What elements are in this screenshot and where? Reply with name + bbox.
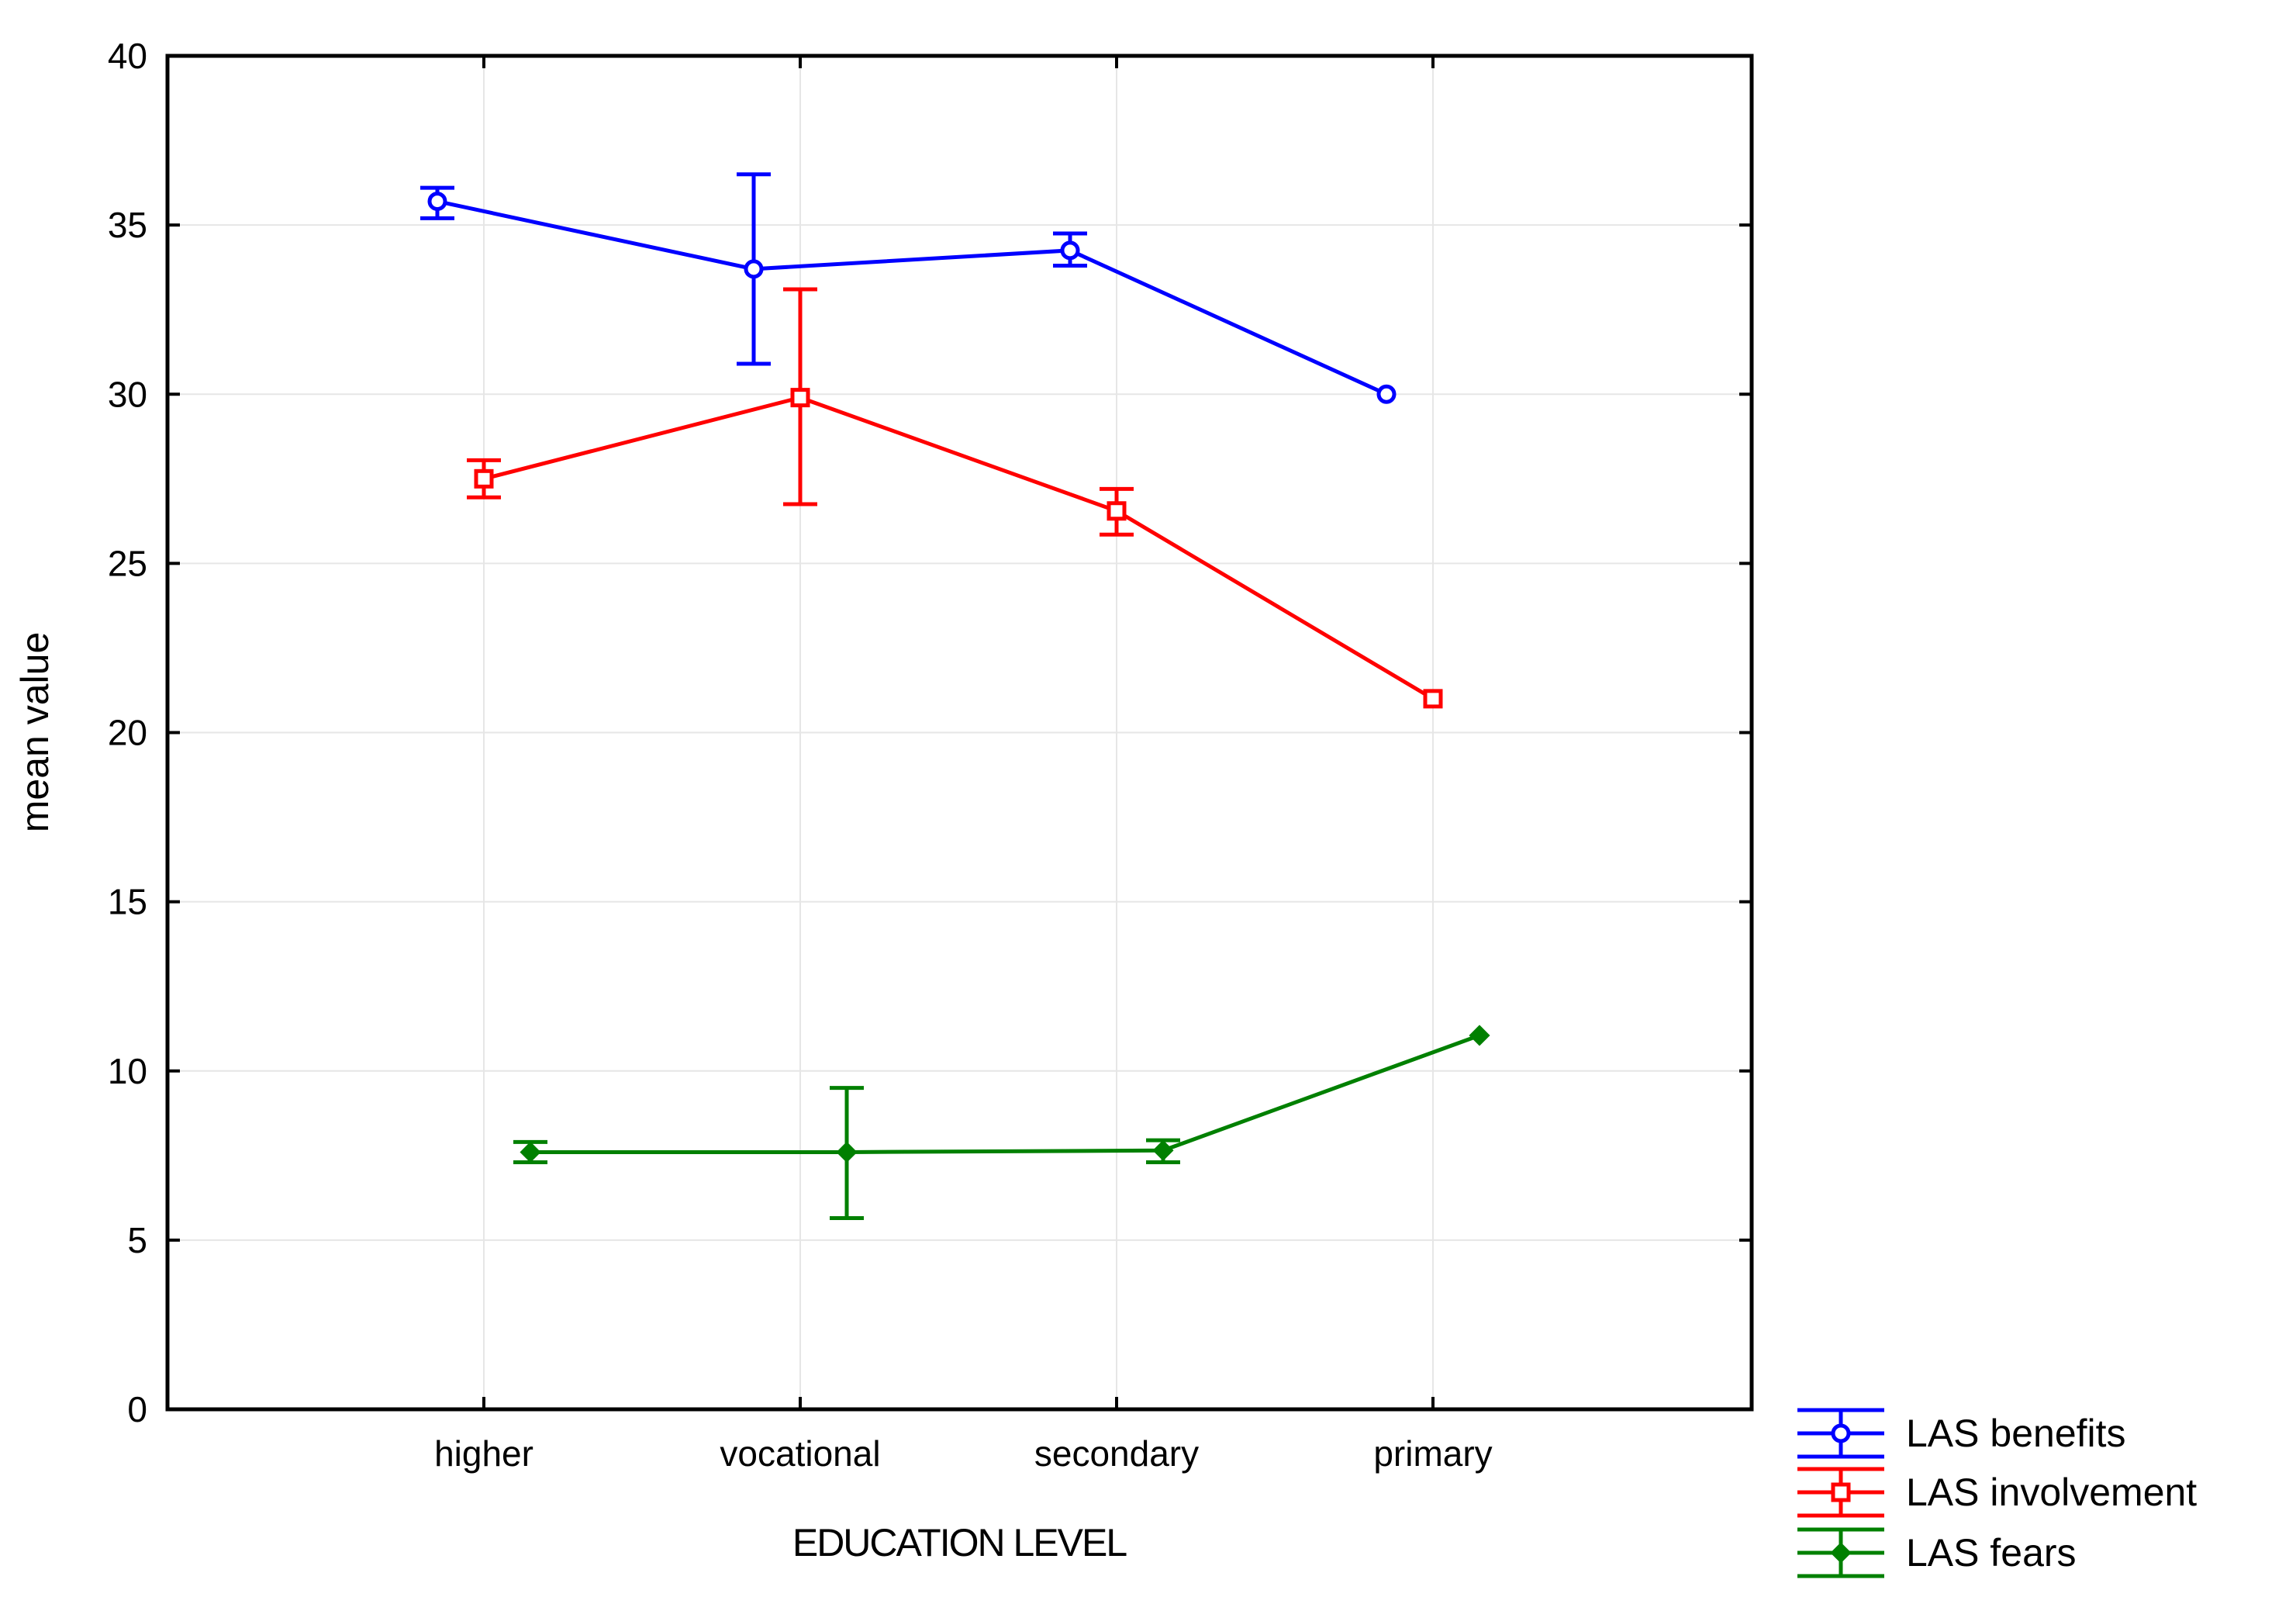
- y-tick-label: 25: [108, 543, 147, 583]
- grid: [167, 56, 1752, 1409]
- series-line: [483, 396, 1435, 701]
- legend-marker: [1831, 1423, 1851, 1443]
- y-tick-label: 20: [108, 713, 147, 753]
- legend: LAS benefits LAS involvement LAS fears: [1797, 1408, 2197, 1578]
- series-line: [437, 199, 1388, 396]
- y-axis-title: mean value: [13, 632, 57, 833]
- data-point: [1423, 689, 1443, 709]
- data-point: [790, 388, 810, 408]
- y-tick-label: 30: [108, 374, 147, 414]
- data-point: [1376, 384, 1397, 404]
- y-tick-label: 35: [108, 205, 147, 245]
- data-point: [520, 1141, 541, 1163]
- data-point: [1107, 501, 1127, 521]
- series-line: [530, 1033, 1480, 1154]
- x-tick-label: higher: [434, 1433, 533, 1474]
- data-point: [1060, 240, 1080, 261]
- data-point: [1469, 1025, 1490, 1046]
- series-las-benefits: [420, 172, 1397, 404]
- legend-label: LAS fears: [1906, 1531, 2077, 1575]
- y-tick-label: 15: [108, 882, 147, 922]
- x-axis-title: EDUCATION LEVEL: [792, 1521, 1127, 1564]
- data-point: [1152, 1139, 1174, 1161]
- y-tick-label: 5: [127, 1220, 147, 1260]
- series-las-fears: [513, 1025, 1490, 1221]
- data-point: [474, 468, 494, 489]
- x-tick-label: vocational: [720, 1433, 880, 1474]
- legend-marker: [1830, 1542, 1852, 1564]
- legend-item: LAS fears: [1797, 1527, 2077, 1578]
- data-point: [744, 259, 764, 279]
- x-tick-label: secondary: [1034, 1433, 1199, 1474]
- legend-marker: [1831, 1482, 1851, 1502]
- y-tick-label: 10: [108, 1051, 147, 1091]
- series-layer: [420, 172, 1490, 1221]
- y-tick-label: 0: [127, 1389, 147, 1429]
- data-point: [836, 1141, 858, 1163]
- legend-item: LAS involvement: [1797, 1467, 2197, 1518]
- y-tick-label: 40: [108, 36, 147, 76]
- x-tick-label: primary: [1373, 1433, 1492, 1474]
- axis-ticks: 0 5 10 15 20 25 30 35 40 higher vocational secondar…: [108, 36, 1752, 1474]
- legend-label: LAS benefits: [1906, 1412, 2126, 1455]
- data-point: [427, 192, 447, 212]
- series-las-involvement: [467, 287, 1443, 709]
- legend-item: LAS benefits: [1797, 1408, 2126, 1459]
- legend-label: LAS involvement: [1906, 1471, 2197, 1514]
